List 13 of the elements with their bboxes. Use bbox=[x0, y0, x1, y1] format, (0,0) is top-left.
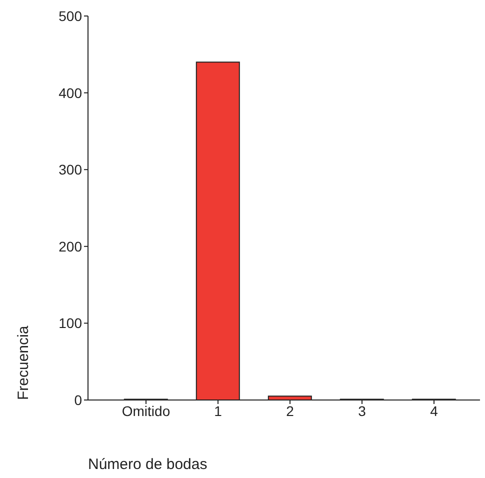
x-tick-label: 2 bbox=[286, 402, 294, 419]
y-tick-label: 200 bbox=[58, 238, 82, 254]
y-tick-label: 300 bbox=[58, 162, 82, 178]
x-tick-label: 1 bbox=[214, 402, 222, 419]
y-tick-label: 0 bbox=[74, 392, 82, 408]
y-tick-label: 100 bbox=[58, 315, 82, 332]
y-tick-label: 500 bbox=[58, 8, 82, 24]
x-tick-label: Omitido bbox=[122, 402, 170, 419]
y-axis-title: Frecuencia bbox=[15, 326, 32, 400]
x-axis-title: Número de bodas bbox=[88, 456, 208, 473]
x-tick-label: 3 bbox=[358, 402, 366, 419]
x-tick-label: 4 bbox=[430, 402, 438, 419]
y-tick-label: 400 bbox=[58, 84, 82, 101]
